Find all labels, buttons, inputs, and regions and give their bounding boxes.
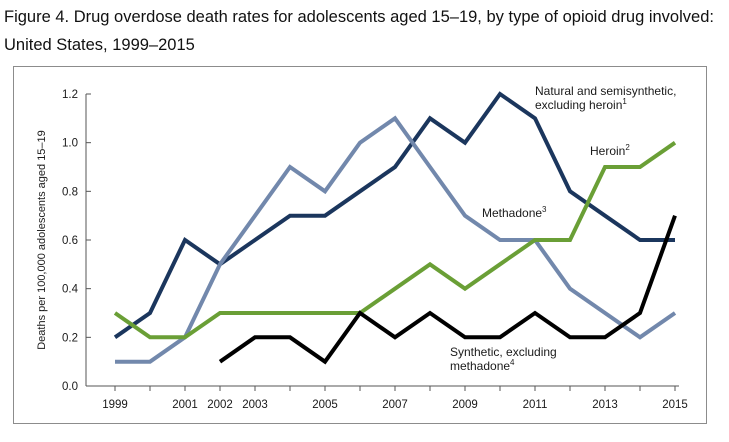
y-tick-label: 0.8 [62,186,78,198]
y-axis-title: Deaths per 100,000 adolescents aged 15–1… [36,130,48,350]
series-layer [113,91,677,365]
x-tick-label: 2011 [523,399,548,411]
footnote-marker: 2 [625,143,630,152]
series-label-synthetic-excluding-methadone: Synthetic, excluding [450,345,557,359]
y-tick-label: 0.6 [62,235,78,247]
x-tick-label: 2009 [452,399,478,411]
series-line-natural-and-semisynthetic-excluding-heroin [113,91,675,339]
chart-frame [13,66,707,424]
x-tick-label: 2015 [662,399,688,411]
x-tick-label: 2001 [172,399,198,411]
series-label-synthetic-excluding-methadone: methadone4 [450,358,515,373]
axes: 0.0 0.2 0.4 0.6 0.8 1.0 1.2 1999 2001 2002 2003 200… [36,89,688,411]
y-tick-label: 0.2 [62,332,78,344]
series-label-heroin: Heroin2 [590,143,630,158]
x-tick-label: 2002 [207,399,233,411]
footnote-marker: 4 [510,358,515,367]
series-label-methadone: Methadone3 [482,205,547,220]
x-tick-label: 2003 [242,399,268,411]
y-tick-label: 0.4 [62,284,79,296]
series-labels: Natural and semisynthetic,excluding hero… [450,84,676,373]
y-tick-label: 1.0 [62,138,78,150]
series-line-heroin [113,141,677,340]
series-label-natural-and-semisynthetic-excluding-heroin: excluding heroin1 [535,97,627,112]
footnote-marker: 1 [622,97,627,106]
x-tick-label: 2007 [382,399,408,411]
series-line-methadone [115,115,677,364]
footnote-marker: 3 [542,205,547,214]
y-tick-label: 1.2 [62,89,78,101]
series-label-natural-and-semisynthetic-excluding-heroin: Natural and semisynthetic, [535,84,676,98]
y-tick-label: 0.0 [62,381,78,393]
series-line-synthetic-excluding-methadone [218,215,677,365]
x-tick-label: 2005 [312,399,338,411]
x-tick-label: 2013 [592,399,618,411]
x-tick-label: 1999 [102,399,128,411]
figure-title: Figure 4. Drug overdose death rates for … [4,8,714,54]
